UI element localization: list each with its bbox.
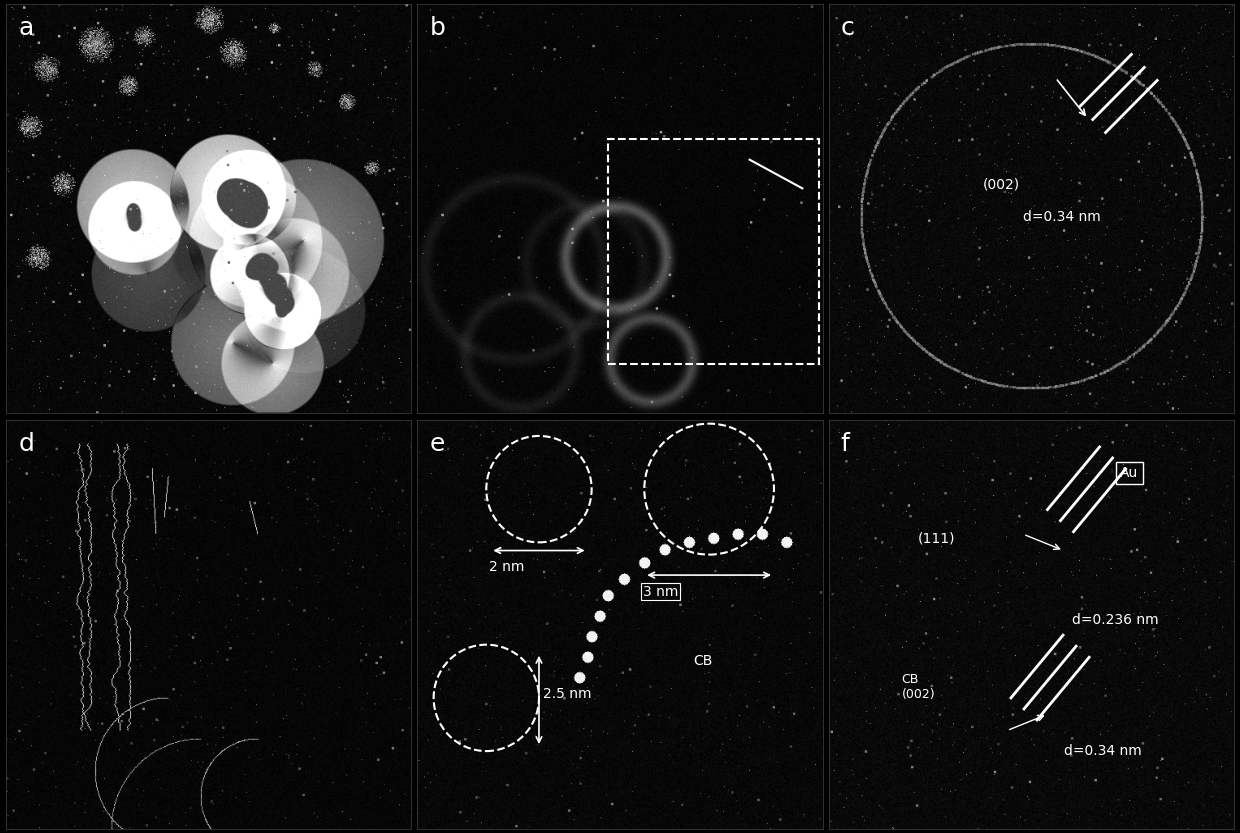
Text: c: c xyxy=(841,17,854,41)
Text: 2.5 nm: 2.5 nm xyxy=(543,687,591,701)
Text: d: d xyxy=(19,431,35,456)
Text: b: b xyxy=(429,17,445,41)
Text: d=0.236 nm: d=0.236 nm xyxy=(1071,613,1158,627)
Text: (111): (111) xyxy=(918,531,955,546)
Text: CB
(002): CB (002) xyxy=(901,673,935,701)
Text: 3 nm: 3 nm xyxy=(642,585,678,599)
Bar xyxy=(608,139,818,364)
Text: d=0.34 nm: d=0.34 nm xyxy=(1064,744,1141,758)
Text: f: f xyxy=(841,431,849,456)
Text: a: a xyxy=(19,17,33,41)
Text: d=0.34 nm: d=0.34 nm xyxy=(1023,210,1101,224)
Text: e: e xyxy=(429,431,445,456)
Text: 2 nm: 2 nm xyxy=(489,560,525,574)
Text: Au: Au xyxy=(1121,466,1138,480)
Text: CB: CB xyxy=(693,654,712,668)
Text: (002): (002) xyxy=(982,177,1019,192)
